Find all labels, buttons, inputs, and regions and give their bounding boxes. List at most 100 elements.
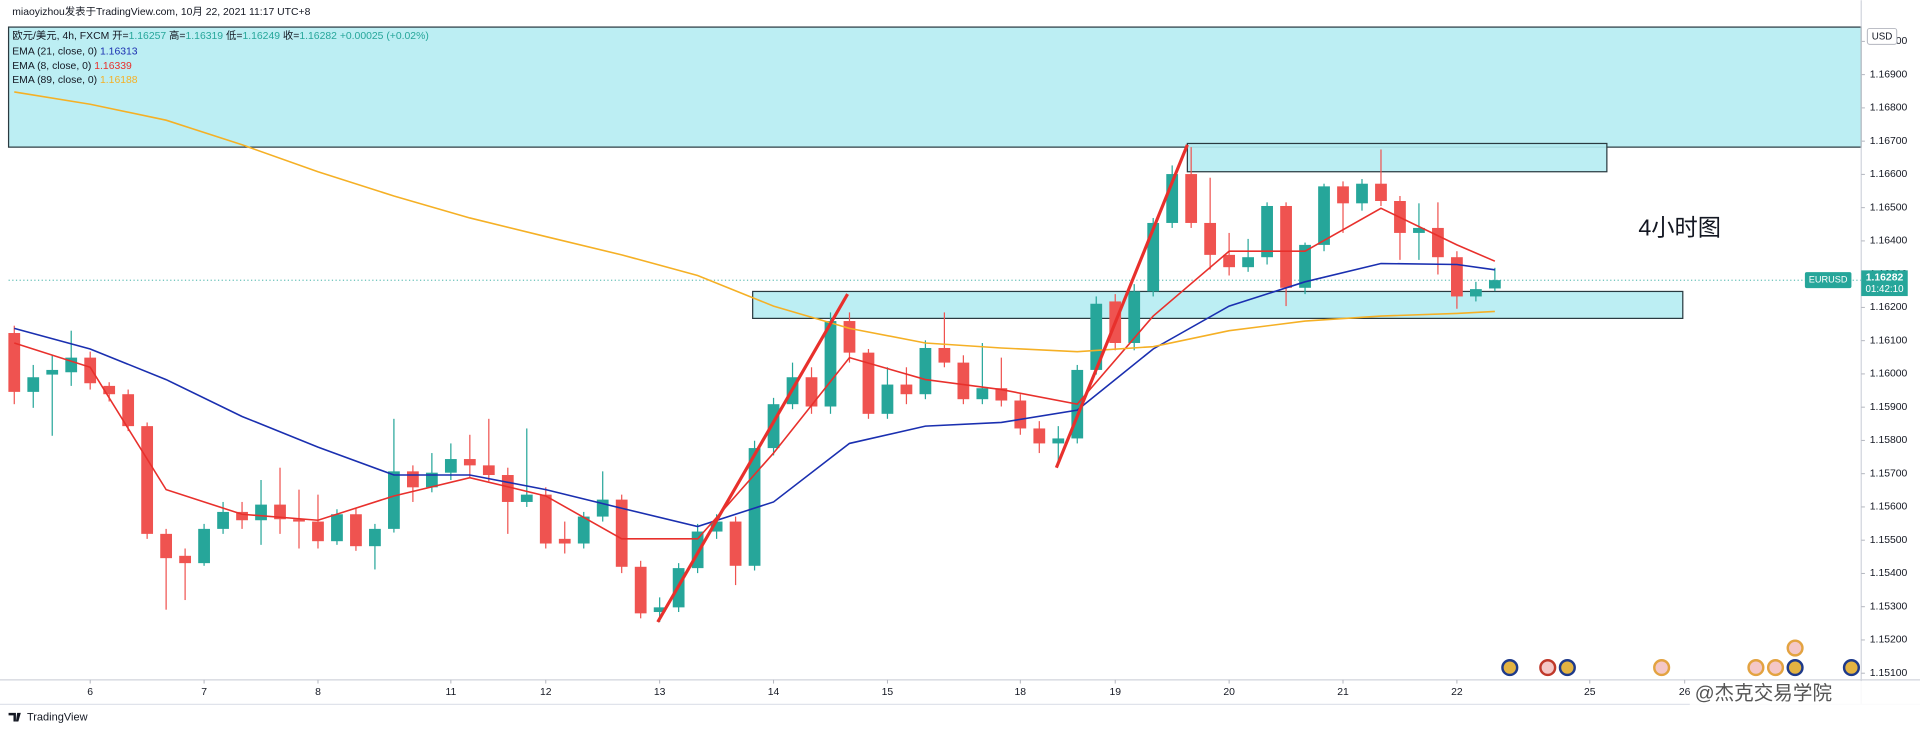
countdown: 01:42:10 [1865, 284, 1904, 295]
y-tick-label: 1.16400 [1870, 236, 1908, 247]
candle-body [596, 499, 609, 517]
candles [8, 147, 1501, 622]
candle-body [995, 388, 1008, 401]
candle-body [274, 504, 286, 520]
candle-body [767, 404, 780, 449]
x-tick-label: 22 [1451, 687, 1463, 698]
tradingview-logo: TradingView [8, 712, 88, 724]
candle-body [653, 607, 666, 613]
x-tick-label: 6 [87, 687, 93, 698]
watermark-backdrop [1689, 681, 1920, 706]
candle-body [976, 388, 989, 400]
x-tick-label: 20 [1223, 687, 1235, 698]
candle-body [425, 472, 438, 488]
y-tick-label: 1.15900 [1870, 402, 1908, 413]
y-tick-label: 1.15600 [1870, 502, 1908, 513]
candle-body [1337, 186, 1349, 204]
y-tick-label: 1.16700 [1870, 136, 1908, 147]
low-value: 1.16249 [242, 31, 280, 42]
trend-line [656, 293, 849, 623]
candle-body [1128, 291, 1141, 343]
y-tick-label: 1.15800 [1870, 435, 1908, 446]
candle-body [1488, 280, 1501, 289]
candle-body [1432, 227, 1444, 258]
candle-body [824, 321, 837, 407]
symbol: 欧元/美元, 4h, FXCM [12, 29, 109, 42]
ohlc-label: 开= [112, 31, 128, 42]
x-tick-label: 12 [540, 687, 552, 698]
series-legend: EMA (8, close, 0) 1.16339 [12, 61, 132, 72]
event-icon [1747, 659, 1765, 677]
price-label: 1.16282 [1866, 272, 1904, 283]
event-icon [1558, 659, 1576, 677]
overlay: miaoyizhou发表于TradingView.com, 10月 22, 20… [8, 5, 1920, 724]
y-tick-label: 1.16000 [1870, 369, 1908, 380]
high-value: 1.16319 [186, 31, 224, 42]
candle-body [27, 377, 40, 392]
candle-body [463, 459, 476, 466]
y-tick-label: 1.15200 [1870, 635, 1908, 646]
candle-body [634, 566, 647, 614]
candle-body [141, 426, 154, 534]
candle-body [577, 516, 590, 544]
lines [14, 91, 1496, 623]
ticker-label: EURUSD [1809, 275, 1848, 285]
candle-body [217, 511, 229, 529]
candle-body [65, 357, 78, 373]
candle-body [198, 528, 210, 564]
candle-body [919, 347, 932, 395]
x-tick-label: 15 [882, 687, 894, 698]
brand: TradingView [27, 712, 88, 724]
y-tick-label: 1.16500 [1870, 202, 1908, 213]
currency: USD [1872, 32, 1893, 43]
legend-value: 1.16339 [94, 61, 132, 72]
candle-body [444, 459, 457, 473]
x-tick-label: 11 [445, 687, 456, 698]
candle-body [1147, 222, 1160, 292]
candle-body [1052, 438, 1065, 444]
candle-body [1261, 205, 1273, 258]
candle-body [558, 538, 571, 544]
event-icon [1842, 659, 1861, 677]
ema-line [14, 262, 1495, 528]
candle-body [1451, 257, 1463, 297]
candle-body [331, 514, 343, 542]
y-tick-label: 1.16600 [1870, 169, 1908, 180]
event-icon [1501, 659, 1519, 677]
candle-body [729, 521, 742, 566]
candle-body [407, 471, 419, 488]
ohlc-label: 高= [169, 29, 185, 42]
candle-body [957, 362, 970, 400]
candle-body [1033, 428, 1046, 444]
candle-body [1014, 400, 1027, 429]
candle-body [938, 347, 951, 363]
candle-body [1318, 186, 1330, 245]
series-legend: EMA (21, close, 0) 1.16313 [12, 46, 138, 57]
header: miaoyizhou发表于TradingView.com, 10月 22, 20… [12, 5, 310, 18]
ohlc-label: 低= [226, 29, 242, 42]
candle-body [122, 394, 135, 427]
event-icons [1501, 639, 1861, 677]
candle-body [1356, 183, 1368, 204]
zone [752, 290, 1684, 319]
candle-body [103, 385, 116, 395]
candle-body [1413, 227, 1425, 233]
candle-body [388, 471, 400, 529]
event-icon [1539, 659, 1557, 677]
legend-name: EMA (89, close, 0) [12, 75, 97, 86]
candle-body [1375, 183, 1387, 202]
x-tick-label: 8 [315, 687, 321, 698]
legend-name: EMA (21, close, 0) [12, 46, 97, 57]
symbol-legend: 欧元/美元, 4h, FXCM 开=1.16257 高=1.16319 低=1.… [12, 29, 429, 42]
close-value: 1.16282 [299, 31, 337, 42]
candle-body [8, 333, 21, 392]
zone [7, 26, 1862, 148]
x-tick-label: 25 [1584, 687, 1596, 698]
zone [1186, 142, 1608, 173]
candle-body [843, 321, 856, 353]
annotation: 4小时图 [1638, 214, 1721, 240]
zones [7, 26, 1862, 319]
series-legend: EMA (89, close, 0) 1.16188 [12, 75, 138, 86]
candle-body [881, 384, 894, 414]
event-icon [1786, 639, 1804, 657]
